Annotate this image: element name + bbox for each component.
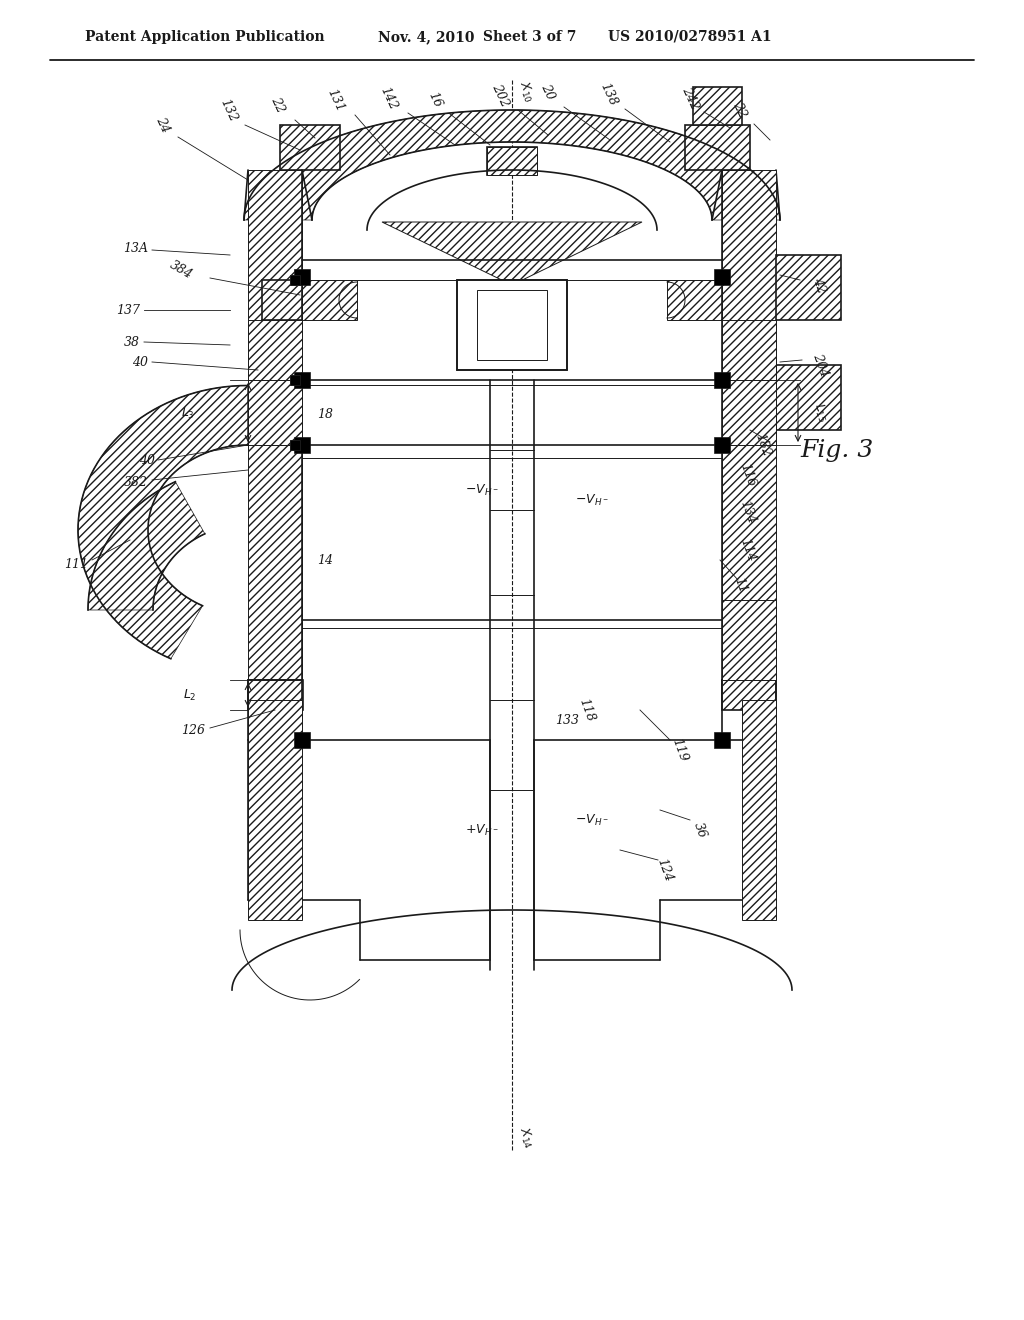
Bar (280, 125, 340, 170)
Text: 22: 22 (731, 100, 750, 120)
Polygon shape (244, 110, 780, 220)
Bar (457, 280, 567, 370)
Bar (248, 380, 302, 445)
Bar (290, 440, 300, 450)
Text: 40: 40 (132, 355, 148, 368)
Text: 182: 182 (753, 432, 773, 458)
Text: 126: 126 (181, 723, 205, 737)
Text: $X_{10}$: $X_{10}$ (515, 79, 537, 104)
Text: 20: 20 (539, 82, 557, 102)
Bar (248, 170, 302, 680)
Bar (290, 375, 300, 385)
Bar (776, 255, 841, 319)
Bar (722, 680, 776, 710)
Text: 11: 11 (731, 576, 749, 595)
Bar (487, 147, 537, 176)
Text: 137: 137 (116, 304, 140, 317)
Bar (714, 372, 730, 388)
Bar (722, 380, 776, 445)
Text: 382: 382 (124, 475, 148, 488)
Text: 36: 36 (691, 820, 709, 840)
Text: 242: 242 (679, 84, 701, 112)
Bar (294, 437, 310, 453)
Bar (776, 366, 841, 430)
Bar (248, 319, 302, 380)
Text: 116: 116 (737, 462, 758, 488)
Bar (685, 125, 750, 170)
Polygon shape (88, 482, 205, 610)
Bar (302, 280, 357, 319)
Text: 24: 24 (154, 115, 172, 135)
Text: 142: 142 (377, 84, 399, 112)
Text: 38: 38 (124, 335, 140, 348)
Text: $-V_{H^-}$: $-V_{H^-}$ (575, 492, 609, 508)
Bar (248, 680, 303, 710)
Text: 111: 111 (63, 558, 88, 572)
Text: 134: 134 (737, 499, 758, 525)
Bar (294, 733, 310, 748)
Bar (294, 269, 310, 285)
Text: 40: 40 (139, 454, 155, 466)
Bar (693, 87, 742, 125)
Bar (714, 437, 730, 453)
Bar (714, 733, 730, 748)
Text: 384: 384 (168, 259, 195, 281)
Text: $+V_{H^-}$: $+V_{H^-}$ (465, 822, 499, 838)
Bar (722, 319, 776, 380)
Text: $L_2$: $L_2$ (183, 688, 197, 702)
Text: $-V_{H^-}$: $-V_{H^-}$ (465, 482, 499, 498)
Text: Nov. 4, 2010: Nov. 4, 2010 (378, 30, 474, 44)
Bar (248, 700, 302, 920)
Text: Sheet 3 of 7: Sheet 3 of 7 (483, 30, 577, 44)
Text: 124: 124 (654, 857, 675, 883)
Text: 202: 202 (489, 82, 511, 108)
Text: 133: 133 (555, 714, 579, 726)
Bar (477, 290, 547, 360)
Text: 118: 118 (577, 697, 597, 723)
Text: $X_{14}$: $X_{14}$ (515, 1125, 537, 1151)
Text: $L_3$: $L_3$ (181, 405, 195, 421)
Text: 204: 204 (810, 351, 830, 379)
Text: Patent Application Publication: Patent Application Publication (85, 30, 325, 44)
Bar (722, 170, 776, 680)
Text: 131: 131 (324, 86, 346, 114)
Text: 132: 132 (217, 96, 239, 124)
Text: 18: 18 (317, 408, 333, 421)
Text: 119: 119 (670, 737, 690, 763)
Polygon shape (78, 385, 248, 659)
Bar (667, 280, 722, 319)
Text: 22: 22 (268, 95, 288, 115)
Text: 138: 138 (597, 81, 618, 108)
Text: 13A: 13A (123, 242, 148, 255)
Bar (742, 700, 776, 920)
Text: Fig. 3: Fig. 3 (800, 438, 873, 462)
Text: $-V_{H^-}$: $-V_{H^-}$ (575, 812, 609, 828)
Text: 14: 14 (317, 553, 333, 566)
Bar (487, 147, 537, 176)
Text: $L_{15}$: $L_{15}$ (810, 401, 830, 425)
Polygon shape (382, 222, 642, 285)
Text: US 2010/0278951 A1: US 2010/0278951 A1 (608, 30, 772, 44)
Bar (294, 372, 310, 388)
Text: 16: 16 (426, 90, 444, 110)
Bar (290, 275, 300, 285)
Text: 114: 114 (737, 536, 758, 564)
Bar (722, 601, 776, 680)
Bar (714, 269, 730, 285)
Text: 42: 42 (810, 276, 827, 294)
